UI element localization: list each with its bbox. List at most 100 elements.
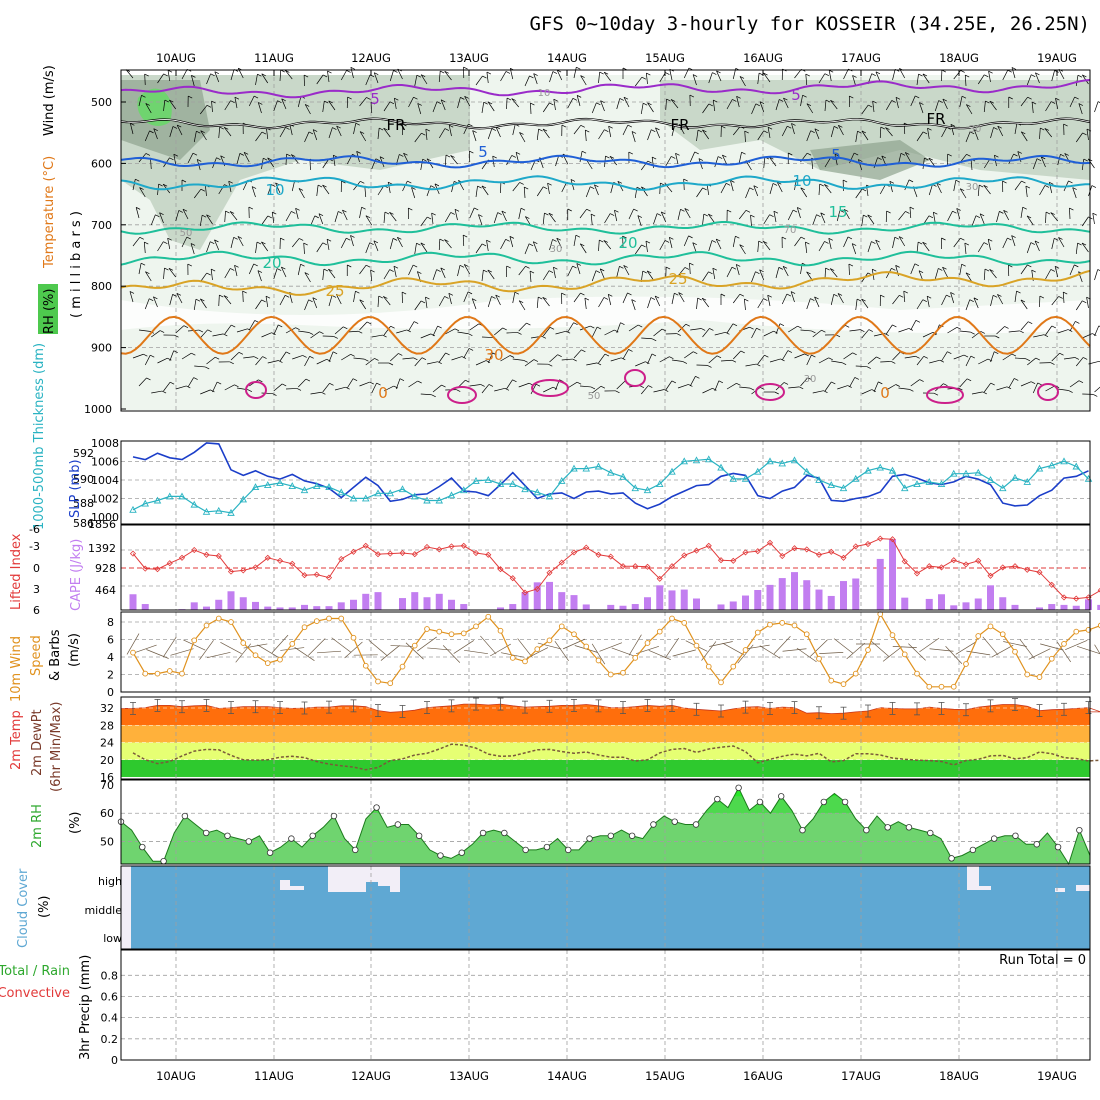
rh-point (373, 804, 380, 811)
wind-barb (475, 75, 483, 86)
contour-label: 10 (265, 181, 284, 199)
wind-barb (181, 69, 188, 80)
wind-barb (255, 299, 262, 310)
wind-barb-flag (575, 234, 581, 238)
wind-barb (622, 124, 629, 136)
wind-barb (359, 265, 367, 275)
wind-barb (977, 74, 985, 85)
wind-barb (1020, 321, 1029, 331)
wind-barb-flag (464, 264, 469, 267)
wind-barb-flag (350, 67, 355, 70)
wind-barb (873, 381, 879, 393)
wind-barb (383, 128, 391, 138)
wind-barb (916, 299, 924, 310)
wind-barb (389, 212, 397, 222)
wind-barb (953, 354, 965, 360)
wind-barb (561, 358, 573, 361)
temp-band-1 (121, 742, 1090, 760)
wind-barb (983, 185, 991, 195)
rh-point (458, 849, 465, 856)
rh-point (671, 818, 678, 825)
wind-barb-flag (1027, 96, 1032, 100)
temp-axis-label: 2m Temp (9, 710, 24, 770)
wind-barb-flag (731, 359, 737, 363)
wind-barb (660, 211, 667, 223)
wind-barb (875, 239, 881, 251)
wind-barb (965, 272, 973, 283)
wind-barb-flag (889, 181, 894, 184)
surface-wind-barb (955, 641, 977, 655)
slp-axis-label: SLP (mb) (68, 459, 83, 518)
wind-barb-flag (483, 269, 488, 273)
wind-barb (886, 384, 896, 391)
wind-speed-point (534, 646, 541, 652)
wind-barb-flag (492, 155, 497, 159)
wind-barb (365, 358, 375, 366)
surface-wind-barb (908, 643, 926, 661)
wind-barb-flag (143, 353, 148, 357)
wind-barb-flag (983, 242, 989, 245)
wind-barb-flag (914, 263, 920, 267)
wind-barb (838, 125, 844, 136)
wind-barb (1003, 210, 1010, 221)
wind-barb (806, 103, 814, 114)
wind-barb-flag (994, 351, 999, 354)
date-label-top-12AUG: 12AUG (351, 51, 391, 65)
wind-barb-flag (928, 215, 934, 219)
li-point (999, 564, 1006, 571)
wind-barb-flag (1072, 187, 1077, 190)
rh-point (352, 846, 359, 854)
wind-barb-flag (1043, 334, 1049, 338)
wind-barb-flag (1055, 97, 1060, 101)
wind-barb (129, 123, 134, 135)
li-point (656, 575, 663, 582)
wind-barb (708, 213, 716, 224)
wind-barb-flag (759, 101, 765, 104)
wind-barb-flag (650, 297, 656, 300)
surface-wind-barb (271, 634, 289, 654)
wind-barb-flag (821, 329, 826, 333)
wind-barb (1011, 235, 1016, 247)
thickness-point (570, 464, 578, 472)
surface-wind-barb (833, 638, 854, 654)
rh-point (628, 832, 636, 839)
wind-barb-flag (807, 377, 812, 381)
wind-barb-flag (603, 297, 609, 300)
wind-barb-flag (857, 130, 862, 134)
cape-bar (987, 585, 994, 610)
wind-barb (647, 297, 652, 309)
wind-barb-flag (989, 100, 995, 104)
wind-barb-flag (692, 242, 697, 245)
li-point (436, 546, 443, 553)
wind-barb (420, 74, 428, 85)
thickness-point (962, 469, 970, 477)
li-point (779, 552, 786, 560)
wind-barb-flag (669, 356, 674, 359)
wind-barb-flag (685, 323, 690, 327)
wind-barb (628, 208, 634, 220)
wind-barb (1094, 325, 1100, 337)
wind-barb (199, 215, 203, 227)
wind-barb-flag (243, 151, 249, 155)
wind-barb-flag (271, 332, 276, 336)
wind-barb-flag (654, 295, 660, 299)
wind-barb (530, 102, 532, 115)
wind-barb (304, 131, 310, 143)
wind-barb-flag (333, 336, 338, 339)
wind-barb-flag (263, 157, 268, 161)
date-label-top-15AUG: 15AUG (645, 51, 685, 65)
wind-barb-flag (744, 298, 749, 302)
wind-barb (242, 290, 244, 303)
li-point (754, 548, 761, 555)
wind-barb (604, 213, 611, 224)
surface-wind-barb (819, 652, 844, 654)
cloud-gap-1 (366, 866, 378, 882)
wind-barb-flag (939, 359, 945, 363)
wind-barb (481, 270, 484, 282)
wind-speed-point (828, 677, 835, 684)
wind-barb-flag (403, 152, 408, 156)
wind-barb-flag (875, 239, 880, 243)
wind-barb-flag (678, 292, 683, 295)
wind-barb (342, 209, 348, 221)
wind-barb-flag (811, 330, 816, 334)
